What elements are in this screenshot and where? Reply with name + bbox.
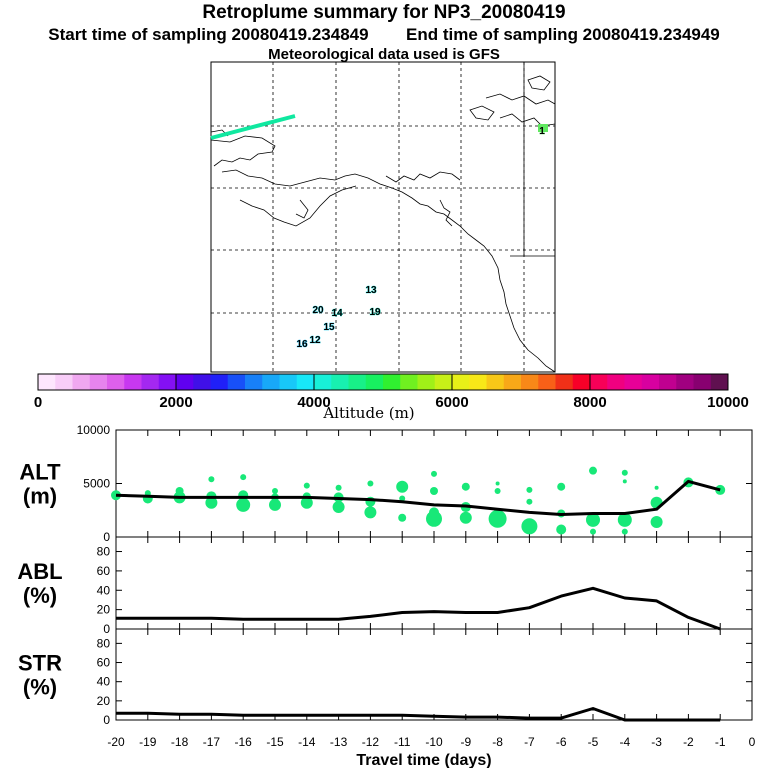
alt-panel-series-line <box>115 479 721 516</box>
y-tick-label: 0 <box>103 530 110 544</box>
alt-panel: 0 5000 10000 ALT(m) <box>19 423 753 544</box>
altitude-marker <box>621 528 628 535</box>
x-tick-label: -16 <box>235 735 253 749</box>
altitude-marker <box>715 484 726 495</box>
altitude-marker <box>589 466 597 475</box>
y-tick-label: 40 <box>97 675 111 689</box>
str-panel-frame <box>115 628 753 721</box>
altitude-marker <box>175 486 184 495</box>
sampling-time-line: Start time of sampling 20080419.234849 E… <box>0 25 768 45</box>
x-tick-label: -9 <box>460 735 471 749</box>
altitude-marker <box>557 482 566 491</box>
y-tick-label: 0 <box>103 622 110 636</box>
x-tick-label: -2 <box>683 735 694 749</box>
x-tick-label: -19 <box>139 735 157 749</box>
str-panel-series-line <box>116 707 721 722</box>
altitude-marker <box>208 476 215 483</box>
x-tick-label: -4 <box>619 735 630 749</box>
x-axis: -20 -19 -18 -17 -16 -15 -14 -13 -12 -11 -10 -9 -8 -7-… <box>107 735 755 768</box>
x-tick-label: -5 <box>588 735 599 749</box>
start-time: Start time of sampling 20080419.234849 <box>48 25 369 44</box>
altitude-marker <box>144 490 151 497</box>
end-time: End time of sampling 20080419.234949 <box>406 25 720 44</box>
altitude-marker <box>494 487 501 494</box>
altitude-marker <box>526 498 533 505</box>
figure-title: Retroplume summary for NP3_20080419 <box>202 2 566 23</box>
y-tick-label: 10000 <box>77 423 111 437</box>
y-tick-label: 40 <box>97 583 111 597</box>
y-axis-label: STR <box>18 651 62 676</box>
x-axis-label: Travel time (days) <box>356 752 491 768</box>
altitude-marker <box>621 469 628 476</box>
y-axis-label: (m) <box>23 484 57 509</box>
altitude-marker <box>335 484 342 491</box>
x-tick-label: -10 <box>425 735 443 749</box>
y-tick-label: 20 <box>97 694 111 708</box>
altitude-marker <box>332 501 345 514</box>
altitude-marker <box>240 474 247 481</box>
y-tick-label: 80 <box>97 545 111 559</box>
altitude-marker <box>429 507 439 518</box>
y-tick-label: 5000 <box>83 477 110 491</box>
altitude-marker <box>399 495 406 502</box>
altitude-marker <box>459 511 472 524</box>
str-panel: 0 20 40 60 80 STR(%) <box>18 628 753 727</box>
x-tick-label: -12 <box>362 735 380 749</box>
altitude-marker <box>367 480 374 487</box>
altitude-marker <box>300 496 313 509</box>
altitude-marker <box>303 482 310 489</box>
altitude-marker <box>269 498 281 511</box>
x-tick-label: -7 <box>524 735 535 749</box>
altitude-marker <box>488 509 507 528</box>
y-tick-label: 0 <box>103 713 110 727</box>
x-tick-label: -13 <box>330 735 348 749</box>
y-axis-label: ABL <box>17 559 62 584</box>
x-tick-label: -18 <box>171 735 189 749</box>
altitude-marker <box>617 512 632 527</box>
altitude-marker <box>236 497 251 512</box>
x-tick-label: -17 <box>203 735 221 749</box>
altitude-marker <box>521 518 538 535</box>
x-tick-label: -8 <box>492 735 503 749</box>
altitude-marker <box>364 506 377 519</box>
x-tick-label: 0 <box>749 735 756 749</box>
y-tick-label: 20 <box>97 603 111 617</box>
altitude-marker <box>396 480 409 493</box>
x-tick-label: -1 <box>715 735 726 749</box>
x-tick-label: -6 <box>556 735 567 749</box>
x-tick-label: -3 <box>651 735 662 749</box>
altitude-marker <box>461 482 470 491</box>
altitude-marker <box>586 512 600 527</box>
x-tick-label: -15 <box>266 735 284 749</box>
altitude-marker <box>431 470 437 477</box>
altitude-marker <box>272 487 278 494</box>
met-data-label: Meteorological data used is GFS <box>268 46 500 63</box>
altitude-marker <box>430 486 438 495</box>
altitude-marker <box>622 479 627 484</box>
y-axis-label: (%) <box>23 583 57 608</box>
altitude-marker <box>495 481 500 486</box>
abl-panel-frame <box>115 536 753 630</box>
abl-panel-series-line <box>116 586 721 631</box>
abl-panel: 0 20 40 60 80 ABL(%) <box>17 536 753 636</box>
y-tick-label: 60 <box>97 656 111 670</box>
y-axis-label: ALT <box>19 460 61 485</box>
altitude-marker <box>650 516 663 529</box>
y-tick-label: 80 <box>97 636 111 650</box>
altitude-marker <box>111 490 121 501</box>
x-tick-label: -20 <box>107 735 125 749</box>
altitude-marker <box>556 524 567 535</box>
x-tick-label: -14 <box>298 735 316 749</box>
y-tick-label: 60 <box>97 564 111 578</box>
x-tick-label: -11 <box>394 735 411 749</box>
altitude-marker <box>654 485 659 490</box>
altitude-marker <box>398 513 407 522</box>
altitude-marker <box>590 528 596 535</box>
y-axis-label: (%) <box>23 675 57 700</box>
altitude-marker <box>526 486 533 493</box>
